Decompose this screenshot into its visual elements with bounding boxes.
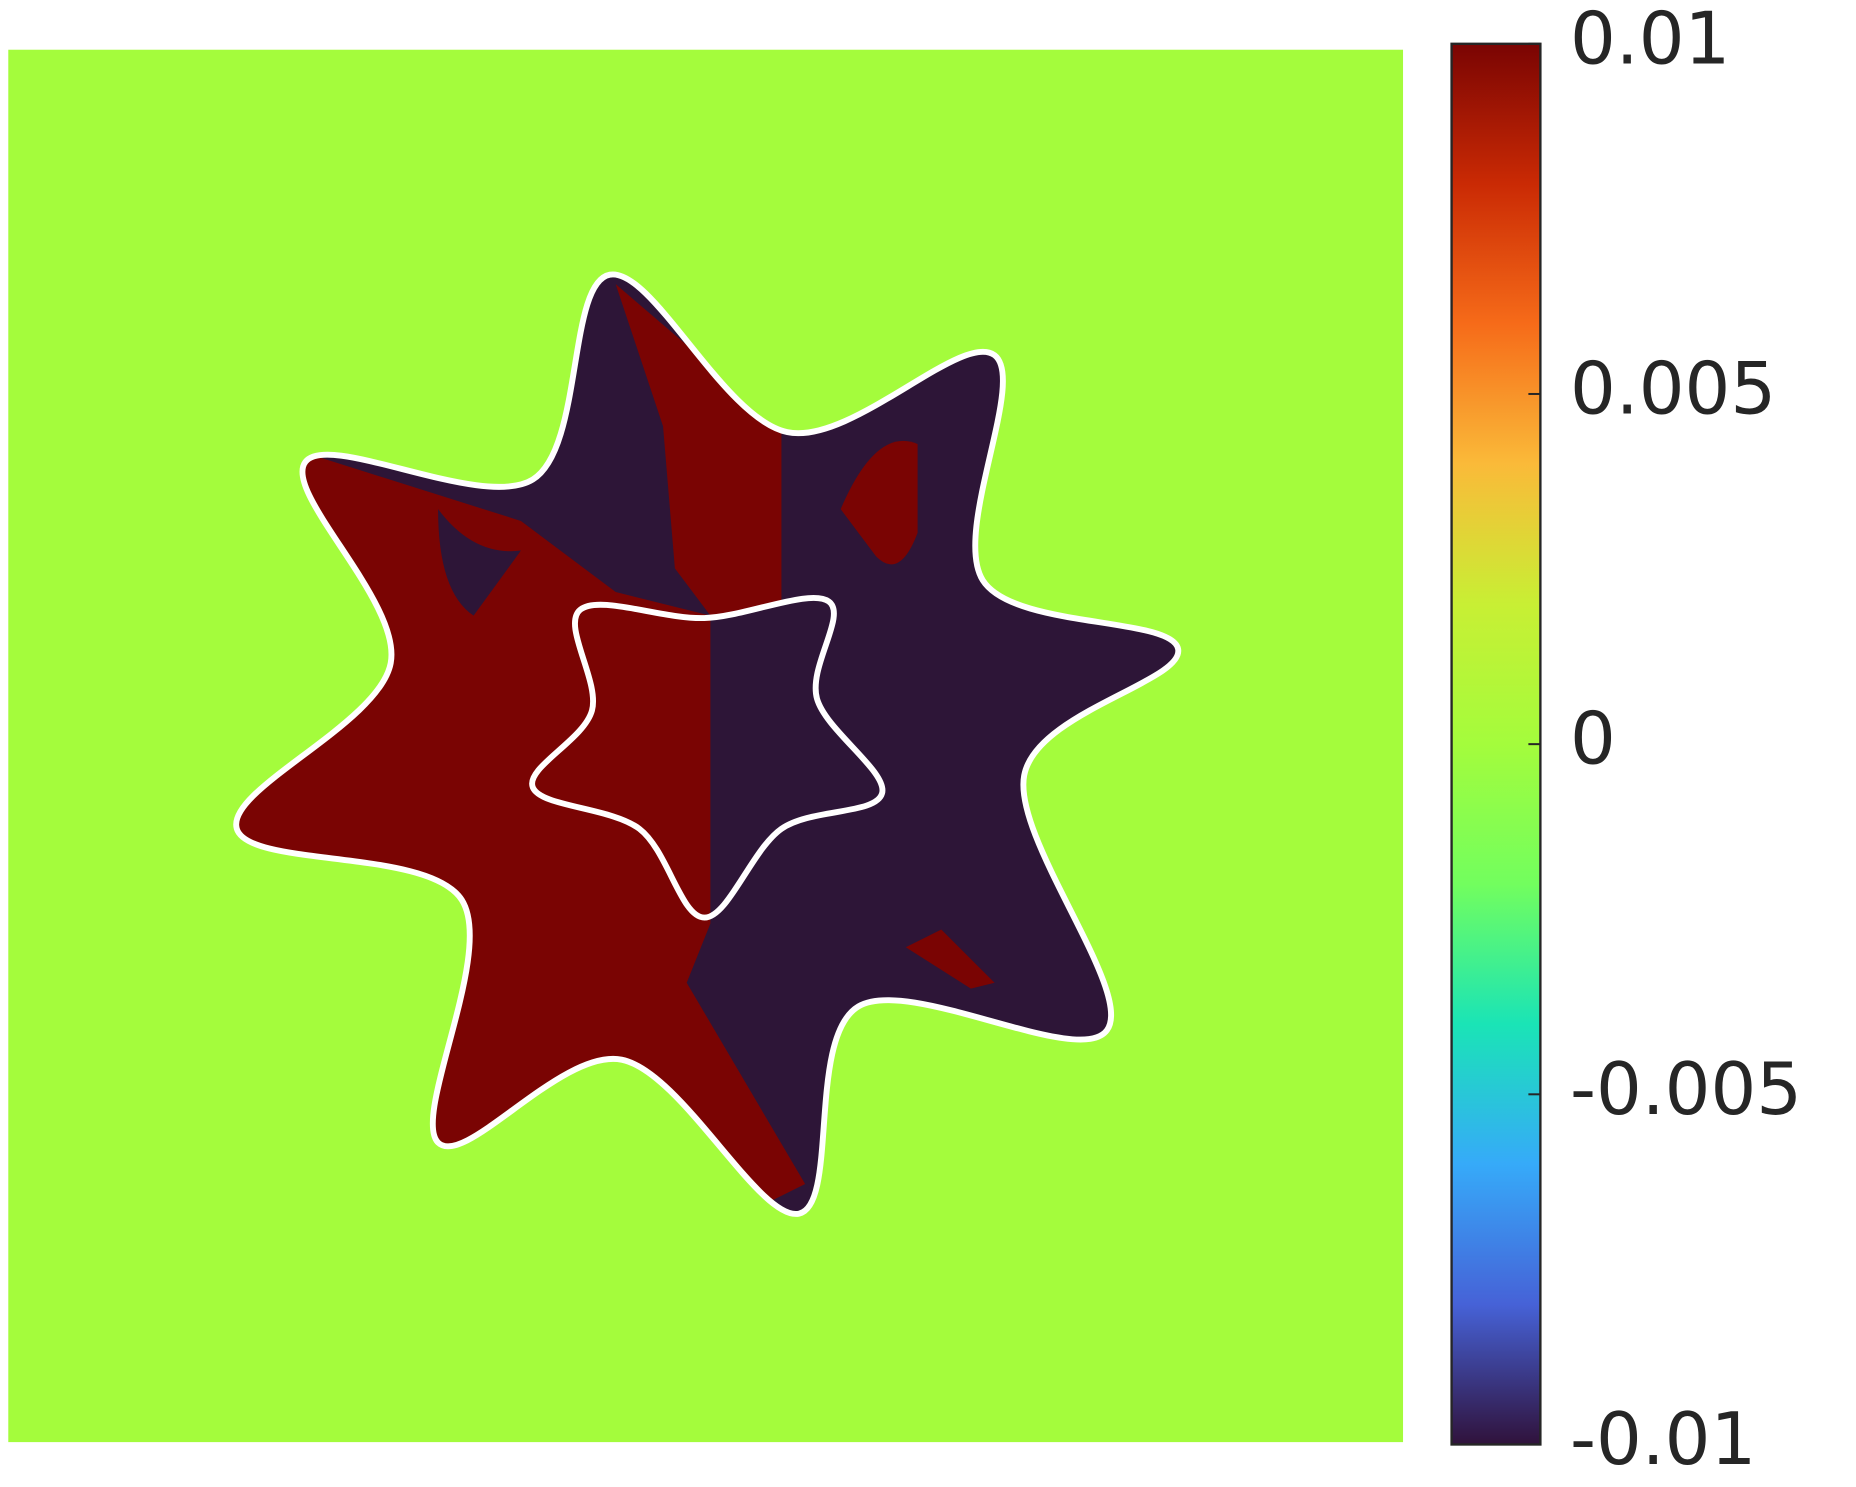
- outer-contour: [233, 271, 1182, 1217]
- colorbar-tick-label: -0.005: [1570, 1047, 1802, 1131]
- blue-area: [438, 509, 521, 616]
- red-area: [905, 929, 995, 989]
- colorbar-tick-label: 0.005: [1570, 346, 1776, 430]
- red-area: [615, 284, 782, 616]
- colorbar-tick-label: 0.01: [1570, 0, 1730, 80]
- red-area: [840, 440, 918, 565]
- inner-contour: [529, 594, 886, 921]
- colorbar-tick-label: 0: [1570, 697, 1616, 781]
- field-plot: [8, 42, 1542, 1446]
- colorbar: [1450, 42, 1542, 1446]
- colorbar-tick-label: -0.01: [1570, 1397, 1756, 1481]
